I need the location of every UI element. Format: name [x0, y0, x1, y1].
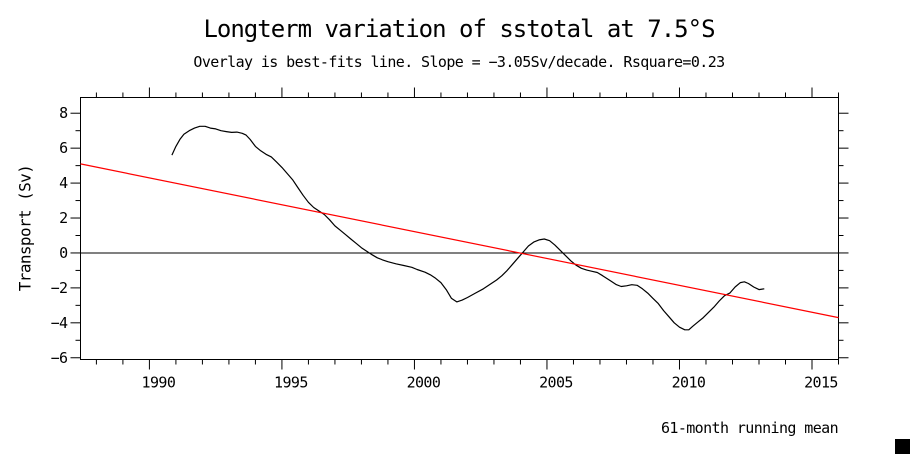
x-tick-label: 2005 [539, 374, 573, 392]
x-tick-label: 2010 [672, 374, 706, 392]
x-tick-label: 2000 [407, 374, 441, 392]
running-mean-note: 61-month running mean [660, 419, 839, 437]
plot-box [80, 97, 839, 360]
y-tick-label: −2 [51, 279, 68, 297]
x-tick-label: 1990 [142, 374, 176, 392]
x-tick-label: 1995 [274, 374, 308, 392]
y-tick-label: 6 [59, 139, 68, 157]
series-line-sstotal [171, 125, 765, 331]
y-tick-label: −6 [51, 349, 68, 367]
series-line-trend [80, 163, 839, 319]
chart-title: Longterm variation of sstotal at 7.5°S [203, 15, 715, 43]
corner-marker-square [895, 439, 910, 454]
chart-subtitle: Overlay is best-fits line. Slope = −3.05… [193, 53, 725, 71]
x-tick-label: 2015 [804, 374, 838, 392]
y-tick-label: 2 [59, 209, 67, 227]
y-tick-label: 4 [59, 174, 68, 192]
y-tick-label: 0 [59, 244, 68, 262]
y-tick-label: 8 [59, 104, 68, 122]
y-tick-label: −4 [51, 314, 68, 332]
